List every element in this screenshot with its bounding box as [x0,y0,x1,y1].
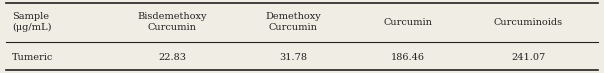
Text: 241.07: 241.07 [512,53,545,62]
Text: Sample
(μg/mL): Sample (μg/mL) [12,12,51,32]
Text: 31.78: 31.78 [279,53,307,62]
Text: Curcuminoids: Curcuminoids [494,18,563,27]
Text: Curcumin: Curcumin [384,18,432,27]
Text: Demethoxy
Curcumin: Demethoxy Curcumin [265,12,321,32]
Text: 22.83: 22.83 [158,53,186,62]
Text: Tumeric: Tumeric [12,53,54,62]
Text: 186.46: 186.46 [391,53,425,62]
Text: Bisdemethoxy
Curcumin: Bisdemethoxy Curcumin [137,12,207,32]
